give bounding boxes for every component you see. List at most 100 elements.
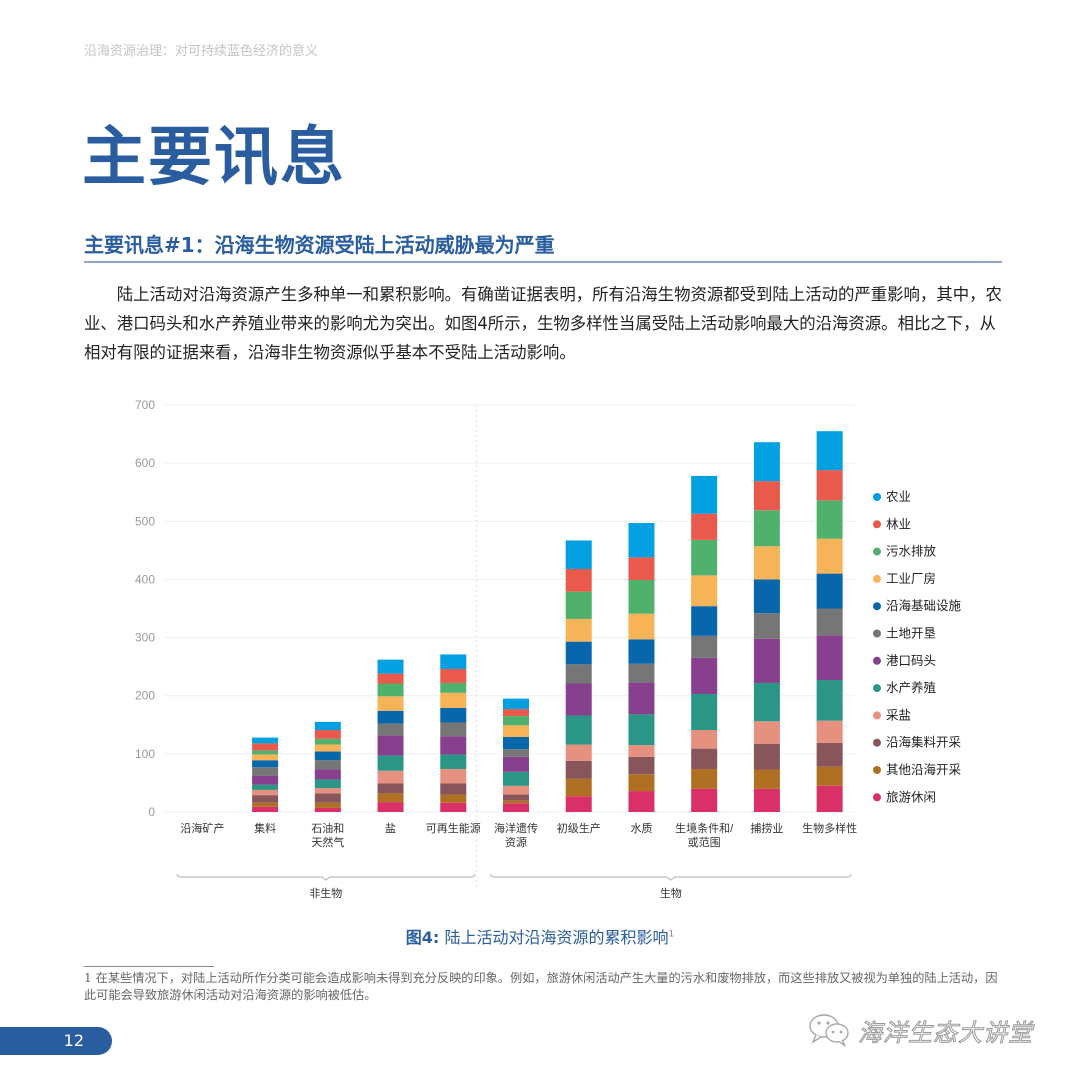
bar-segment <box>252 754 279 761</box>
bar-segment <box>816 742 843 767</box>
bar-segment <box>503 794 529 801</box>
bar-segment <box>440 768 467 784</box>
bar-segment <box>691 539 718 576</box>
bar-segment <box>691 606 718 636</box>
x-tick-label: 捕捞业 <box>750 821 783 835</box>
wechat-icon <box>809 1014 849 1047</box>
x-tick-label: 集料 <box>254 821 276 835</box>
section-title: 主要讯息#1：沿海生物资源受陆上活动威胁最为严重 <box>84 233 555 257</box>
bar-segment <box>314 721 341 731</box>
legend-swatch <box>873 574 881 583</box>
bar-segment <box>753 546 780 580</box>
bar-segment <box>565 591 592 619</box>
body-paragraph: 陆上活动对沿海资源产生多种单一和累积影响。有确凿证据表明，所有沿海生物资源都受到… <box>84 285 1002 362</box>
bar-segment <box>816 785 843 812</box>
bar-segment <box>691 513 718 540</box>
x-tick-label: 水质 <box>630 822 652 835</box>
bar-segment <box>565 760 592 779</box>
bar-segment <box>503 709 529 717</box>
bar-segment <box>628 663 655 683</box>
bar-segment <box>816 470 843 501</box>
bar-segment <box>816 720 843 743</box>
bar-segment <box>565 641 592 665</box>
bar-segment <box>565 796 592 812</box>
y-tick-label: 500 <box>135 514 155 528</box>
bar-segment <box>691 635 718 658</box>
figure-label: 图4: <box>405 928 440 947</box>
bar-segment <box>377 770 404 784</box>
bar-segment <box>691 768 718 789</box>
bar-segment <box>816 573 843 609</box>
bar-segment <box>377 659 404 674</box>
bar-segment <box>753 442 780 482</box>
y-tick-label: 700 <box>135 398 155 412</box>
y-tick-label: 100 <box>135 747 155 761</box>
bar-segment <box>565 664 592 684</box>
bar-segment <box>252 806 279 812</box>
bar-segment <box>753 579 780 614</box>
legend-label: 林业 <box>886 517 911 531</box>
bar-segment <box>440 682 467 693</box>
legend-swatch <box>873 547 881 556</box>
bar-segment <box>816 500 843 539</box>
bar-segment <box>503 803 529 812</box>
x-tick-label: 初级生产 <box>557 821 601 835</box>
bar-segment <box>628 557 655 581</box>
bar-segment <box>440 802 467 812</box>
x-tick-label: 盐 <box>385 822 396 835</box>
bar-segment <box>753 682 780 722</box>
bar-segment <box>753 788 780 812</box>
bar-segment <box>691 575 718 607</box>
page-number-badge: 12 <box>0 1027 112 1055</box>
bar-segment <box>753 638 780 683</box>
footnote-divider <box>84 966 214 967</box>
x-tick-label: 海洋遗传 <box>494 821 538 835</box>
bar-segment <box>753 613 780 639</box>
bar-segment <box>753 769 780 789</box>
bar-segment <box>691 748 718 769</box>
bar-segment <box>314 793 341 803</box>
group-bracket <box>490 873 852 881</box>
bar-segment <box>314 730 341 739</box>
bar-segment <box>314 807 341 812</box>
legend-label: 水产养殖 <box>886 680 936 695</box>
legend-label: 土地开垦 <box>886 627 936 641</box>
legend-label: 沿海集料开采 <box>886 735 962 750</box>
bar-segment <box>440 754 467 769</box>
bar-segment <box>314 779 341 789</box>
footnote-ref[interactable]: 1 <box>668 929 675 940</box>
x-tick-label: 天然气 <box>311 835 344 849</box>
bar-segment <box>565 540 592 569</box>
bar-segment <box>252 784 279 790</box>
bar-segment <box>816 766 843 786</box>
bar-segment <box>565 778 592 797</box>
watermark-text: 海洋生态大讲堂 <box>858 1018 1033 1047</box>
bar-segment <box>628 580 655 614</box>
legend-swatch <box>873 656 881 665</box>
bar-segment <box>314 802 341 808</box>
bar-segment <box>377 793 404 803</box>
legend-swatch <box>873 493 881 501</box>
legend-swatch <box>873 629 881 638</box>
bar-segment <box>377 755 404 771</box>
x-tick-label: 或范围 <box>688 835 721 849</box>
y-axis-ticks: 0 100 200 300 400 500 600 700 <box>135 398 155 819</box>
x-tick-label: 生物多样性 <box>802 821 857 835</box>
x-tick-label: 可再生能源 <box>426 821 481 835</box>
bar-segment <box>252 802 279 807</box>
bar-segment <box>503 785 529 795</box>
bar-segment <box>314 760 341 770</box>
legend-label: 其他沿海开采 <box>886 762 962 777</box>
y-tick-label: 400 <box>135 572 155 586</box>
bar-segment <box>691 657 718 694</box>
legend-swatch <box>873 602 881 611</box>
bar-segment <box>440 794 467 803</box>
bar-segment <box>252 789 279 796</box>
bar-segment <box>753 721 780 744</box>
bar-segment <box>753 743 780 770</box>
legend-swatch <box>873 520 881 529</box>
bar-segment <box>565 618 592 642</box>
bar-segment <box>816 635 843 681</box>
page-number: 12 <box>63 1031 84 1050</box>
